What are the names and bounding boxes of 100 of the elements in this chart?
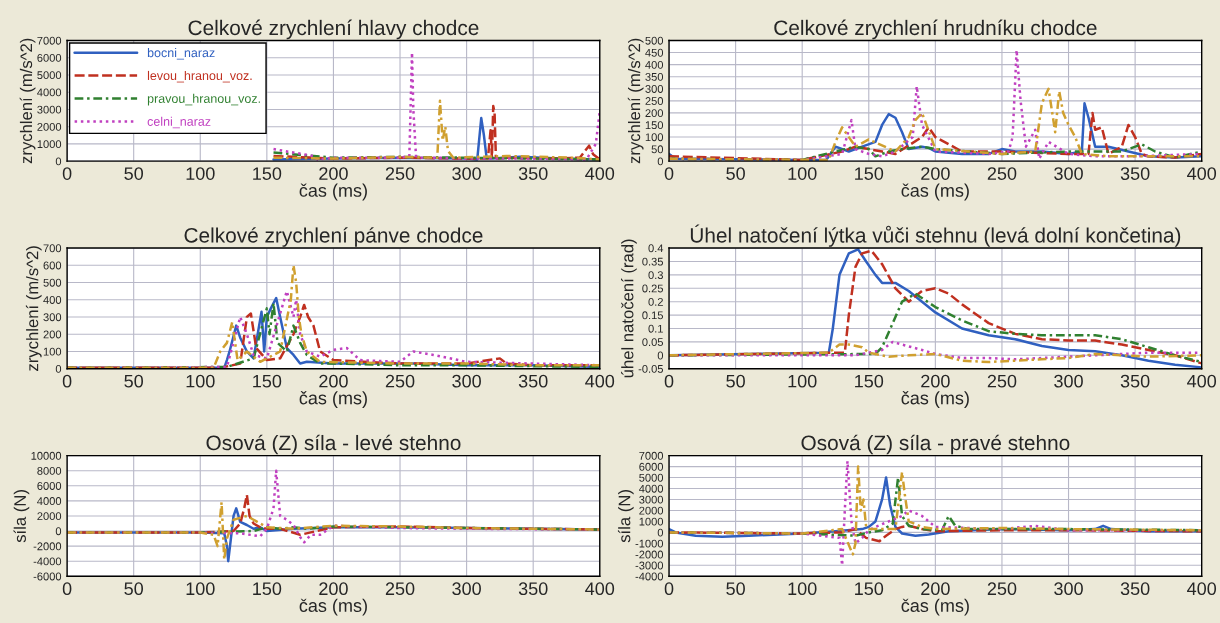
- y-tick-label: 0: [657, 157, 664, 166]
- y-tick-label: 0: [55, 527, 62, 536]
- line-series: [272, 51, 600, 161]
- x-axis-title: čas (ms): [901, 183, 969, 201]
- legend-label: pravou_hranou_voz.: [147, 93, 260, 106]
- y-tick-label: 6000: [37, 54, 62, 62]
- y-tick-label: 6000: [37, 482, 62, 490]
- x-tick-label: 50: [124, 167, 144, 180]
- x-tick-label: 400: [1187, 374, 1217, 388]
- y-tick-label: 2000: [639, 506, 664, 515]
- chart-title: Celkové zrychlení hlavy chodce: [188, 19, 479, 40]
- x-tick-label: 400: [585, 582, 615, 596]
- x-tick-label: 100: [186, 374, 215, 388]
- x-tick-label: 250: [987, 582, 1017, 596]
- y-tick-label: 7000: [37, 36, 62, 45]
- y-tick-label: 300: [645, 85, 664, 93]
- y-tick-label: 400: [645, 60, 664, 69]
- x-tick-label: 400: [1187, 582, 1217, 596]
- y-tick-label: 400: [43, 296, 62, 304]
- y-tick-label: 1000: [37, 140, 62, 149]
- y-tick-label: 100: [43, 347, 62, 356]
- y-tick-label: 8000: [37, 466, 62, 475]
- x-tick-label: 250: [385, 374, 415, 388]
- y-tick-label: 700: [43, 244, 62, 253]
- x-tick-label: 200: [319, 582, 348, 596]
- x-tick-label: 350: [1120, 167, 1150, 180]
- x-tick-label: 350: [518, 167, 548, 180]
- x-tick-label: 400: [585, 167, 615, 180]
- x-tick-label: 300: [1054, 374, 1083, 388]
- chart-title: Osová (Z) síla - pravé stehno: [801, 434, 1070, 455]
- y-tick-label: 0.35: [642, 257, 663, 266]
- x-tick-label: 100: [788, 167, 817, 180]
- x-tick-label: 200: [921, 374, 950, 388]
- y-tick-label: 4000: [37, 497, 62, 505]
- x-tick-label: 150: [855, 582, 884, 596]
- y-tick-label: 100: [645, 133, 664, 142]
- y-axis-title: zrychlení (m/s^2): [19, 38, 36, 164]
- x-tick-label: 350: [1120, 374, 1150, 388]
- chart-title: Úhel natočení lýtka vůči stehnu (levá dolní končetina): [690, 224, 1181, 247]
- line-series: [669, 465, 1202, 556]
- x-tick-label: 150: [253, 374, 282, 388]
- y-tick-label: 0: [657, 528, 664, 537]
- y-tick-label: -6000: [33, 572, 62, 581]
- y-tick-label: 1000: [639, 517, 664, 526]
- x-tick-label: 150: [253, 167, 282, 180]
- y-tick-label: 0: [657, 351, 664, 360]
- x-tick-label: 400: [1187, 167, 1217, 180]
- y-tick-label: 50: [651, 145, 664, 154]
- x-tick-label: 50: [726, 374, 745, 388]
- y-tick-label: 6000: [639, 462, 664, 471]
- y-tick-label: 250: [645, 97, 664, 105]
- y-tick-label: 2000: [37, 512, 62, 521]
- x-tick-label: 400: [585, 374, 615, 388]
- y-tick-label: 150: [645, 121, 664, 130]
- y-tick-label: 2000: [37, 122, 62, 131]
- x-tick-label: 100: [186, 167, 215, 180]
- y-axis-title: úhel natočení (rad): [621, 239, 637, 378]
- x-tick-label: 200: [319, 167, 348, 180]
- y-tick-label: 0.25: [642, 284, 663, 293]
- x-tick-label: 200: [921, 582, 950, 596]
- x-tick-label: 50: [124, 374, 144, 388]
- y-tick-label: 10000: [31, 451, 62, 460]
- chart-title: Osová (Z) síla - levé stehno: [206, 434, 461, 455]
- y-tick-label: 7000: [639, 451, 664, 460]
- x-axis-title: čas (ms): [901, 598, 969, 616]
- y-tick-label: -2000: [635, 550, 664, 559]
- y-axis-title: síla (N): [617, 490, 634, 543]
- y-tick-label: 200: [43, 330, 62, 339]
- x-tick-label: 50: [726, 582, 745, 596]
- y-tick-label: 200: [645, 109, 664, 118]
- x-tick-label: 200: [921, 167, 950, 180]
- x-tick-label: 250: [385, 582, 415, 596]
- y-tick-label: -1000: [635, 539, 664, 548]
- y-tick-label: 4000: [37, 88, 62, 97]
- y-tick-label: 300: [43, 313, 62, 322]
- x-tick-label: 300: [452, 167, 481, 180]
- y-tick-label: 350: [645, 72, 664, 81]
- x-tick-label: 250: [987, 167, 1017, 180]
- y-tick-label: 0.15: [642, 311, 663, 320]
- x-tick-label: 150: [253, 582, 282, 596]
- legend-label: levou_hranou_voz.: [147, 70, 252, 83]
- y-tick-label: 0: [55, 157, 62, 166]
- y-tick-label: 500: [645, 36, 664, 45]
- x-tick-label: 250: [385, 167, 415, 180]
- x-tick-label: 200: [319, 374, 348, 388]
- x-tick-label: 100: [788, 582, 817, 596]
- y-tick-label: 0.05: [642, 338, 663, 347]
- x-tick-label: 350: [518, 582, 548, 596]
- x-tick-label: 100: [186, 582, 215, 596]
- y-tick-label: 450: [645, 48, 664, 57]
- x-axis-title: čas (ms): [299, 598, 367, 616]
- y-tick-label: 0.4: [648, 244, 664, 253]
- y-tick-label: -4000: [635, 572, 664, 581]
- y-tick-label: 500: [43, 278, 62, 287]
- y-tick-label: -2000: [33, 542, 62, 551]
- y-tick-label: -0.05: [638, 364, 664, 373]
- x-tick-label: 50: [124, 582, 144, 596]
- y-tick-label: 5000: [37, 71, 62, 80]
- x-axis-title: čas (ms): [299, 183, 367, 201]
- x-tick-label: 300: [452, 582, 481, 596]
